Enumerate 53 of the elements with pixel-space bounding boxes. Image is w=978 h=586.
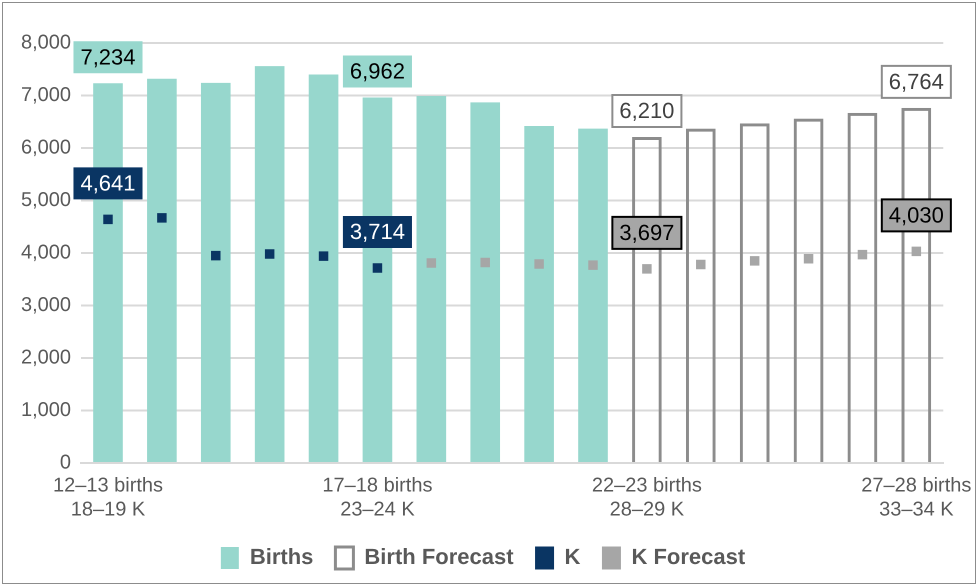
point [804,254,814,264]
bar [147,78,177,462]
bar [686,128,716,462]
point [858,250,868,260]
point [211,250,221,260]
data-label: 7,234 [80,44,136,70]
bar [200,82,231,462]
bar [740,123,770,462]
bar [308,74,338,462]
bar [254,66,284,462]
legend-label: Birth Forecast [364,544,514,570]
x-tick-label: 12–13 births 18–19 K [52,474,164,521]
data-label: 6,962 [350,58,405,84]
point [750,256,760,266]
bar [524,126,554,462]
point [696,260,706,270]
x-tick-label: 27–28 births 33–34 K [861,474,972,521]
point [157,213,167,223]
point [480,258,490,268]
legend-label: K [564,544,581,570]
data-label: 6,210 [619,98,674,124]
data-label: 3,714 [350,219,405,244]
x-tick-label: 17–18 births 23–24 K [322,474,432,521]
point [318,251,328,261]
bar [848,112,878,462]
point [534,259,544,269]
legend-label: Births [250,544,314,570]
y-tick-label: 3,000 [20,294,72,316]
data-label: 3,697 [619,220,674,245]
y-tick-label: 4,000 [20,242,72,264]
y-tick-label: 8,000 [20,32,72,54]
point [264,249,274,259]
y-tick-label: 0 [60,452,72,474]
data-label: 6,764 [888,68,944,94]
y-tick-label: 7,000 [20,84,72,106]
y-tick-label: 5,000 [20,189,72,212]
point [588,260,598,270]
point [426,258,436,268]
point [912,246,922,256]
point [642,264,652,274]
point [372,263,382,273]
bar [470,102,500,462]
y-tick-label: 2,000 [20,346,72,369]
y-tick-label: 6,000 [20,136,72,159]
point [103,214,113,224]
y-tick-label: 1,000 [20,399,72,422]
x-tick-label: 22–23 births 28–29 K [592,474,702,521]
data-label: 4,641 [80,170,136,196]
data-label: 4,030 [888,202,944,228]
legend-label: K Forecast [631,544,746,570]
bar [794,118,824,462]
bar [578,128,608,462]
bar [416,96,446,462]
